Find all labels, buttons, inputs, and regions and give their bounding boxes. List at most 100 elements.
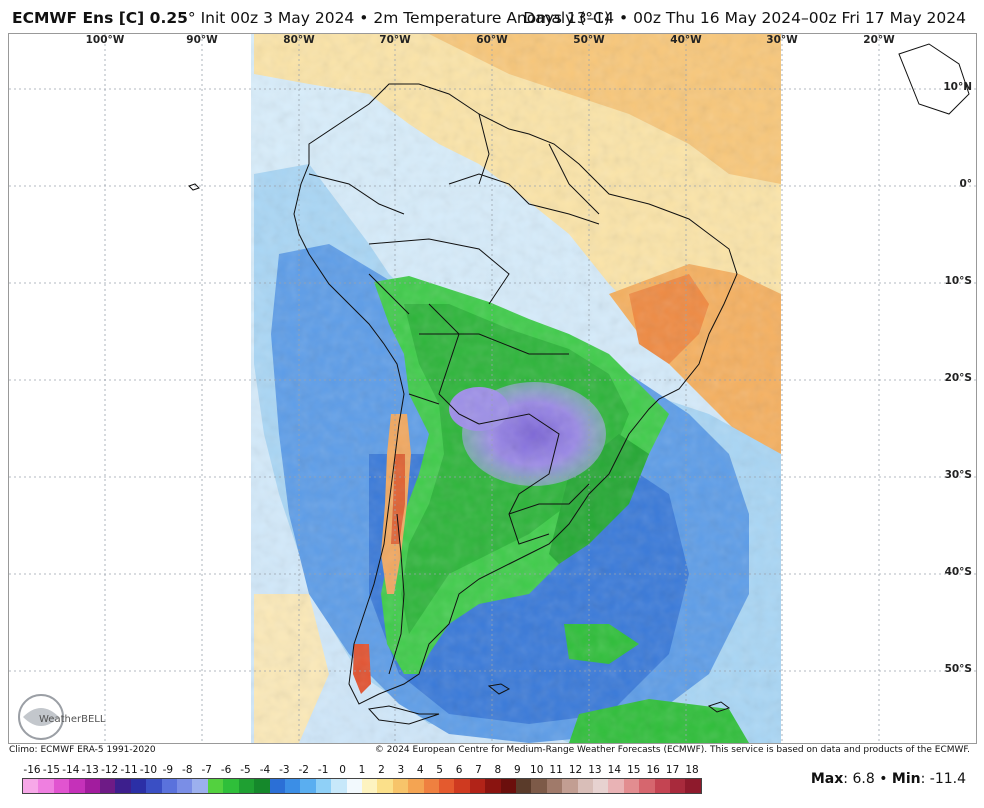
legend-tick-labels: -16 -15 -14 -13 -12 -11 -10 -9 -8 -7 -6 -5 -4 -3 -2 -1 0… (22, 764, 702, 778)
climo-note: Climo: ECMWF ERA-5 1991-2020 (9, 745, 156, 755)
lon-label-100w: 100°W (85, 34, 125, 46)
legend-swatch (546, 779, 563, 793)
legend-tick-label: 9 (513, 764, 521, 776)
legend-tick-label: 1 (358, 764, 366, 776)
legend-swatch (469, 779, 486, 793)
legend-swatch (685, 779, 701, 793)
legend-tick-label: 8 (494, 764, 502, 776)
lon-label-50w: 50°W (573, 34, 605, 46)
init-time: Init 00z 3 May 2024 (200, 9, 355, 27)
legend-tick-label: -10 (139, 764, 158, 776)
legend-swatch (454, 779, 470, 793)
lat-label-30s: 30°S (944, 469, 972, 481)
legend-swatch (531, 779, 547, 793)
legend-tick-label: 7 (475, 764, 482, 776)
lon-label-90w: 90°W (186, 34, 218, 46)
legend-swatch (192, 779, 208, 793)
legend-swatch (438, 779, 455, 793)
legend-swatch (100, 779, 116, 793)
legend-tick-label: -5 (240, 764, 251, 776)
legend-tick-label: 0 (339, 764, 346, 776)
copyright-note: © 2024 European Centre for Medium-Range … (374, 745, 970, 755)
legend-tick-label: -11 (120, 764, 138, 776)
legend-tick-label: -13 (81, 764, 99, 776)
legend-tick-label: -7 (201, 764, 212, 776)
lat-label-20s: 20°S (944, 372, 972, 384)
legend-tick-label: -15 (42, 764, 60, 776)
lon-label-30w: 30°W (766, 34, 798, 46)
legend-tick-label: -16 (23, 764, 41, 776)
legend-tick-label: -3 (279, 764, 290, 776)
legend-tick-label: -6 (220, 764, 232, 776)
title-bullet: • (359, 9, 369, 27)
legend-swatch (377, 779, 393, 793)
legend-swatch (254, 779, 270, 793)
min-label: Min (891, 771, 921, 787)
degree-symbol: ° (187, 9, 196, 27)
legend-tick-label: -2 (298, 764, 309, 776)
legend-tick-label: 5 (436, 764, 443, 776)
legend-swatch (177, 779, 193, 793)
variable-name: 2m Temperature Anomaly (°C) (373, 9, 610, 27)
country-borders (293, 83, 738, 705)
graticule (9, 34, 976, 743)
legend-swatch (23, 779, 39, 793)
islands (188, 43, 970, 725)
legend-swatch (392, 779, 409, 793)
legend-swatch (269, 779, 285, 793)
legend-tick-label: 3 (397, 764, 405, 776)
legend-tick-label: 17 (665, 764, 680, 776)
legend-swatch (69, 779, 85, 793)
legend-tick-label: 18 (685, 764, 699, 776)
valid-time: 00z Thu 16 May 2024–00z Fri 17 May 2024 (633, 9, 966, 27)
max-min-readout: Max: 6.8 • Min: -11.4 (811, 771, 966, 787)
legend-swatch (84, 779, 101, 793)
lon-label-80w: 80°W (283, 34, 315, 46)
legend-swatch (207, 779, 224, 793)
legend-swatch (577, 779, 594, 793)
lon-label-20w: 20°W (863, 34, 895, 46)
legend-tick-label: -1 (317, 764, 329, 776)
legend-swatch (300, 779, 316, 793)
legend-tick-label: 12 (568, 764, 583, 776)
map-title: ECMWF Ens [C] 0.25° Init 00z 3 May 2024 … (12, 9, 610, 27)
lon-label-70w: 70°W (379, 34, 411, 46)
legend-swatch (500, 779, 516, 793)
legend-tick-label: 11 (549, 764, 563, 776)
legend-color-bar (22, 778, 702, 794)
legend-swatch (53, 779, 70, 793)
forecast-days: Days 13–14 (523, 9, 615, 27)
legend-tick-label: -14 (62, 764, 80, 776)
model-name: ECMWF Ens [C] 0.25 (12, 9, 188, 27)
legend-swatch (654, 779, 671, 793)
legend-swatch (562, 779, 578, 793)
legend-tick-label: 16 (646, 764, 660, 776)
legend-swatch (608, 779, 624, 793)
legend-swatch (408, 779, 424, 793)
legend-swatch (670, 779, 686, 793)
valid-period: Days 13–14 • 00z Thu 16 May 2024–00z Fri… (523, 9, 966, 27)
legend-tick-label: 2 (378, 764, 385, 776)
legend-tick-label: -12 (101, 764, 119, 776)
legend-swatch (146, 779, 162, 793)
legend-swatch (516, 779, 532, 793)
legend-swatch (361, 779, 378, 793)
legend-swatch (346, 779, 362, 793)
min-value: : -11.4 (920, 771, 966, 787)
legend-swatch (38, 779, 54, 793)
lat-label-0: 0° (959, 178, 972, 190)
legend-tick-label: 4 (416, 764, 424, 776)
lat-label-10n: 10°N (943, 81, 972, 93)
legend-tick-label: 10 (530, 764, 544, 776)
max-label: Max (810, 771, 844, 787)
legend-swatch (223, 779, 239, 793)
legend-swatch (284, 779, 301, 793)
legend-swatch (115, 779, 131, 793)
legend-swatch (161, 779, 178, 793)
lon-label-60w: 60°W (476, 34, 508, 46)
legend-swatch (331, 779, 347, 793)
legend-tick-label: 6 (455, 764, 463, 776)
legend-swatch (423, 779, 439, 793)
legend-swatch (485, 779, 501, 793)
lat-label-40s: 40°S (944, 566, 972, 578)
